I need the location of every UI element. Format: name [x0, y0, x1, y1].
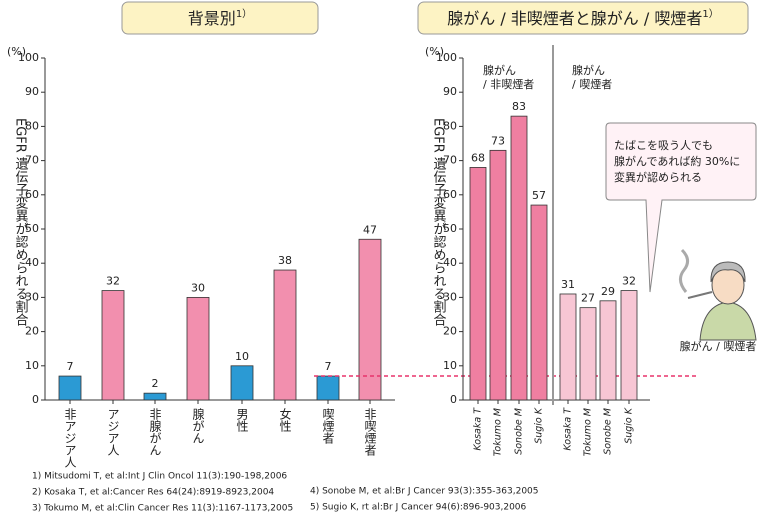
value-label: 32: [622, 275, 636, 288]
bar: [143, 392, 167, 401]
unit-label: (%): [425, 45, 444, 58]
y-tick-label: 10: [443, 359, 457, 372]
x-tick-label: Tokumo M: [493, 408, 504, 456]
x-tick-label: 腺がん: [191, 408, 205, 444]
y-tick-label: 40: [443, 256, 457, 269]
x-tick-label: Sugio K: [534, 407, 545, 444]
y-axis-label: EGFR 遺伝子変異が認められる割合: [431, 118, 447, 326]
bar: [579, 307, 597, 401]
group-label: / 喫煙者: [572, 78, 612, 91]
y-tick-label: 50: [25, 222, 39, 235]
unit-label: (%): [7, 45, 26, 58]
title-box: [417, 1, 749, 35]
title-note: 1）: [702, 8, 718, 20]
value-label: 47: [363, 223, 377, 236]
chart-title: 腺がん / 非喫煙者と腺がん / 喫煙者1）: [447, 8, 719, 28]
x-tick-label: 非アジア人: [63, 408, 77, 468]
y-tick-label: 90: [443, 85, 457, 98]
x-tick-label: Kosaka T: [473, 407, 484, 451]
bar: [530, 204, 548, 401]
bar: [316, 375, 340, 401]
figure-label: 腺がん / 喫煙者: [680, 339, 757, 353]
value-label: 73: [491, 134, 505, 147]
annotation: 変異が認められる: [614, 170, 702, 184]
value-label: 10: [235, 350, 249, 363]
reference: 3) Tokumo M, et al:Clin Cancer Res 11(3)…: [32, 504, 293, 514]
y-tick-label: 30: [25, 290, 39, 303]
x-tick-label: アジア人: [106, 408, 120, 456]
bar: [620, 290, 638, 401]
group-label: / 非喫煙者: [483, 78, 534, 91]
y-tick-label: 100: [18, 51, 39, 64]
title-text: 背景別: [188, 9, 236, 28]
y-tick-label: 80: [25, 119, 39, 132]
y-tick-label: 20: [443, 325, 457, 338]
x-tick-label: Sonobe M: [514, 408, 525, 455]
x-tick-label: 女性: [278, 407, 292, 433]
bar: [489, 149, 507, 401]
speech-bubble: [605, 122, 757, 293]
y-tick-label: 0: [450, 393, 457, 406]
y-tick-label: 100: [436, 51, 457, 64]
bar: [469, 167, 487, 401]
x-tick-label: Tokumo M: [583, 408, 594, 456]
chart-title: 背景別1）: [188, 8, 252, 28]
y-axis-label: EGFR 遺伝子変異が認められる割合: [13, 118, 29, 326]
annotation: たばこを吸う人でも: [614, 139, 713, 152]
y-tick-label: 50: [443, 222, 457, 235]
value-label: 57: [532, 189, 546, 202]
value-label: 32: [106, 275, 120, 288]
value-label: 68: [471, 151, 485, 164]
value-label: 7: [67, 360, 74, 373]
reference: 1) Mitsudomi T, et al:Int J Clin Oncol 1…: [32, 472, 287, 482]
bar: [230, 365, 254, 401]
y-tick-label: 40: [25, 256, 39, 269]
value-label: 27: [581, 292, 595, 305]
y-tick-label: 0: [32, 393, 39, 406]
group-label: 腺がん: [483, 63, 516, 77]
title-box: [121, 1, 319, 35]
bar: [599, 300, 617, 401]
bar: [186, 296, 210, 401]
value-label: 29: [601, 285, 615, 298]
reference: 4) Sonobe M, et al:Br J Cancer 93(3):355…: [310, 487, 539, 497]
y-tick-label: 90: [25, 85, 39, 98]
y-tick-label: 70: [443, 154, 457, 167]
x-tick-label: 非腺がん: [148, 408, 162, 456]
value-label: 7: [325, 360, 332, 373]
x-tick-label: Kosaka T: [563, 407, 574, 451]
y-tick-label: 30: [443, 290, 457, 303]
x-tick-label: 男性: [235, 408, 249, 433]
bar: [510, 115, 528, 401]
y-tick-label: 20: [25, 325, 39, 338]
bar: [58, 375, 82, 401]
reference: 5) Sugio K, rt al:Br J Cancer 94(6):896-…: [310, 503, 527, 513]
x-tick-label: Sonobe M: [603, 408, 614, 455]
y-tick-label: 10: [25, 359, 39, 372]
reference: 2) Kosaka T, et al:Cancer Res 64(24):891…: [32, 488, 274, 498]
x-tick-label: Sugio K: [624, 407, 635, 444]
value-label: 30: [191, 281, 205, 294]
title-note: 1）: [236, 8, 252, 20]
bar: [101, 290, 125, 401]
annotation: 腺がんであれば約 30%に: [614, 154, 740, 168]
y-tick-label: 60: [25, 188, 39, 201]
bar: [273, 269, 297, 401]
bar: [559, 293, 577, 401]
y-tick-label: 60: [443, 188, 457, 201]
title-text: 腺がん / 非喫煙者と腺がん / 喫煙者: [447, 9, 702, 28]
y-tick-label: 70: [25, 154, 39, 167]
value-label: 31: [561, 278, 575, 291]
group-label: 腺がん: [572, 63, 605, 77]
value-label: 38: [278, 254, 292, 267]
y-tick-label: 80: [443, 119, 457, 132]
smoker-figure: [679, 248, 757, 341]
value-label: 83: [512, 100, 526, 113]
x-tick-label: 喫煙者: [321, 408, 335, 445]
x-tick-label: 非喫煙者: [363, 408, 377, 457]
value-label: 2: [152, 377, 159, 390]
